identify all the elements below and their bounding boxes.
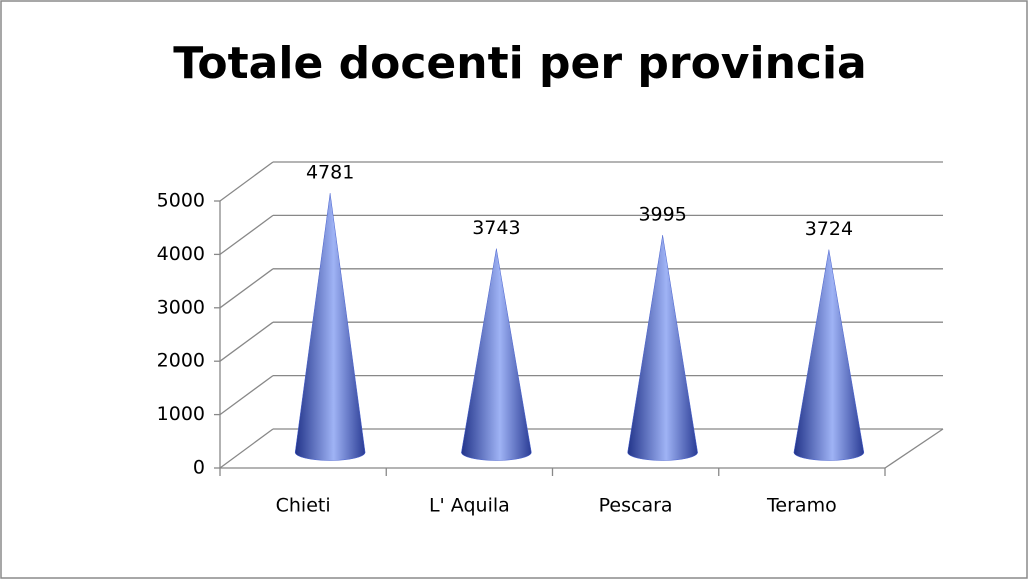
- y-tick-label: 4000: [157, 243, 205, 265]
- cone: [294, 193, 366, 461]
- grid-line: [219, 321, 274, 362]
- x-tick-label: Chieti: [276, 495, 331, 517]
- data-label: 3995: [638, 204, 686, 226]
- cone: [627, 235, 698, 461]
- grid-line: [219, 268, 274, 309]
- x-tick-label: Teramo: [766, 495, 837, 517]
- data-label: 3724: [805, 218, 853, 240]
- y-tick-label: 1000: [157, 403, 205, 425]
- y-tick-label: 2000: [157, 350, 205, 372]
- grid-line: [219, 214, 274, 255]
- y-tick-label: 5000: [157, 190, 205, 212]
- data-label: 4781: [306, 162, 354, 184]
- cone: [461, 248, 532, 461]
- x-tick-label: Pescara: [599, 495, 673, 517]
- floor: [884, 428, 944, 469]
- grid-line: [219, 375, 274, 416]
- data-label: 3743: [472, 217, 520, 239]
- grid-line: [219, 428, 274, 469]
- y-tick-label: 3000: [157, 296, 205, 318]
- grid-line: [219, 161, 274, 202]
- y-tick-label: 0: [193, 457, 205, 479]
- chart-title: Totale docenti per provincia: [173, 38, 867, 89]
- cone: [793, 249, 865, 461]
- x-tick-label: L' Aquila: [429, 495, 510, 517]
